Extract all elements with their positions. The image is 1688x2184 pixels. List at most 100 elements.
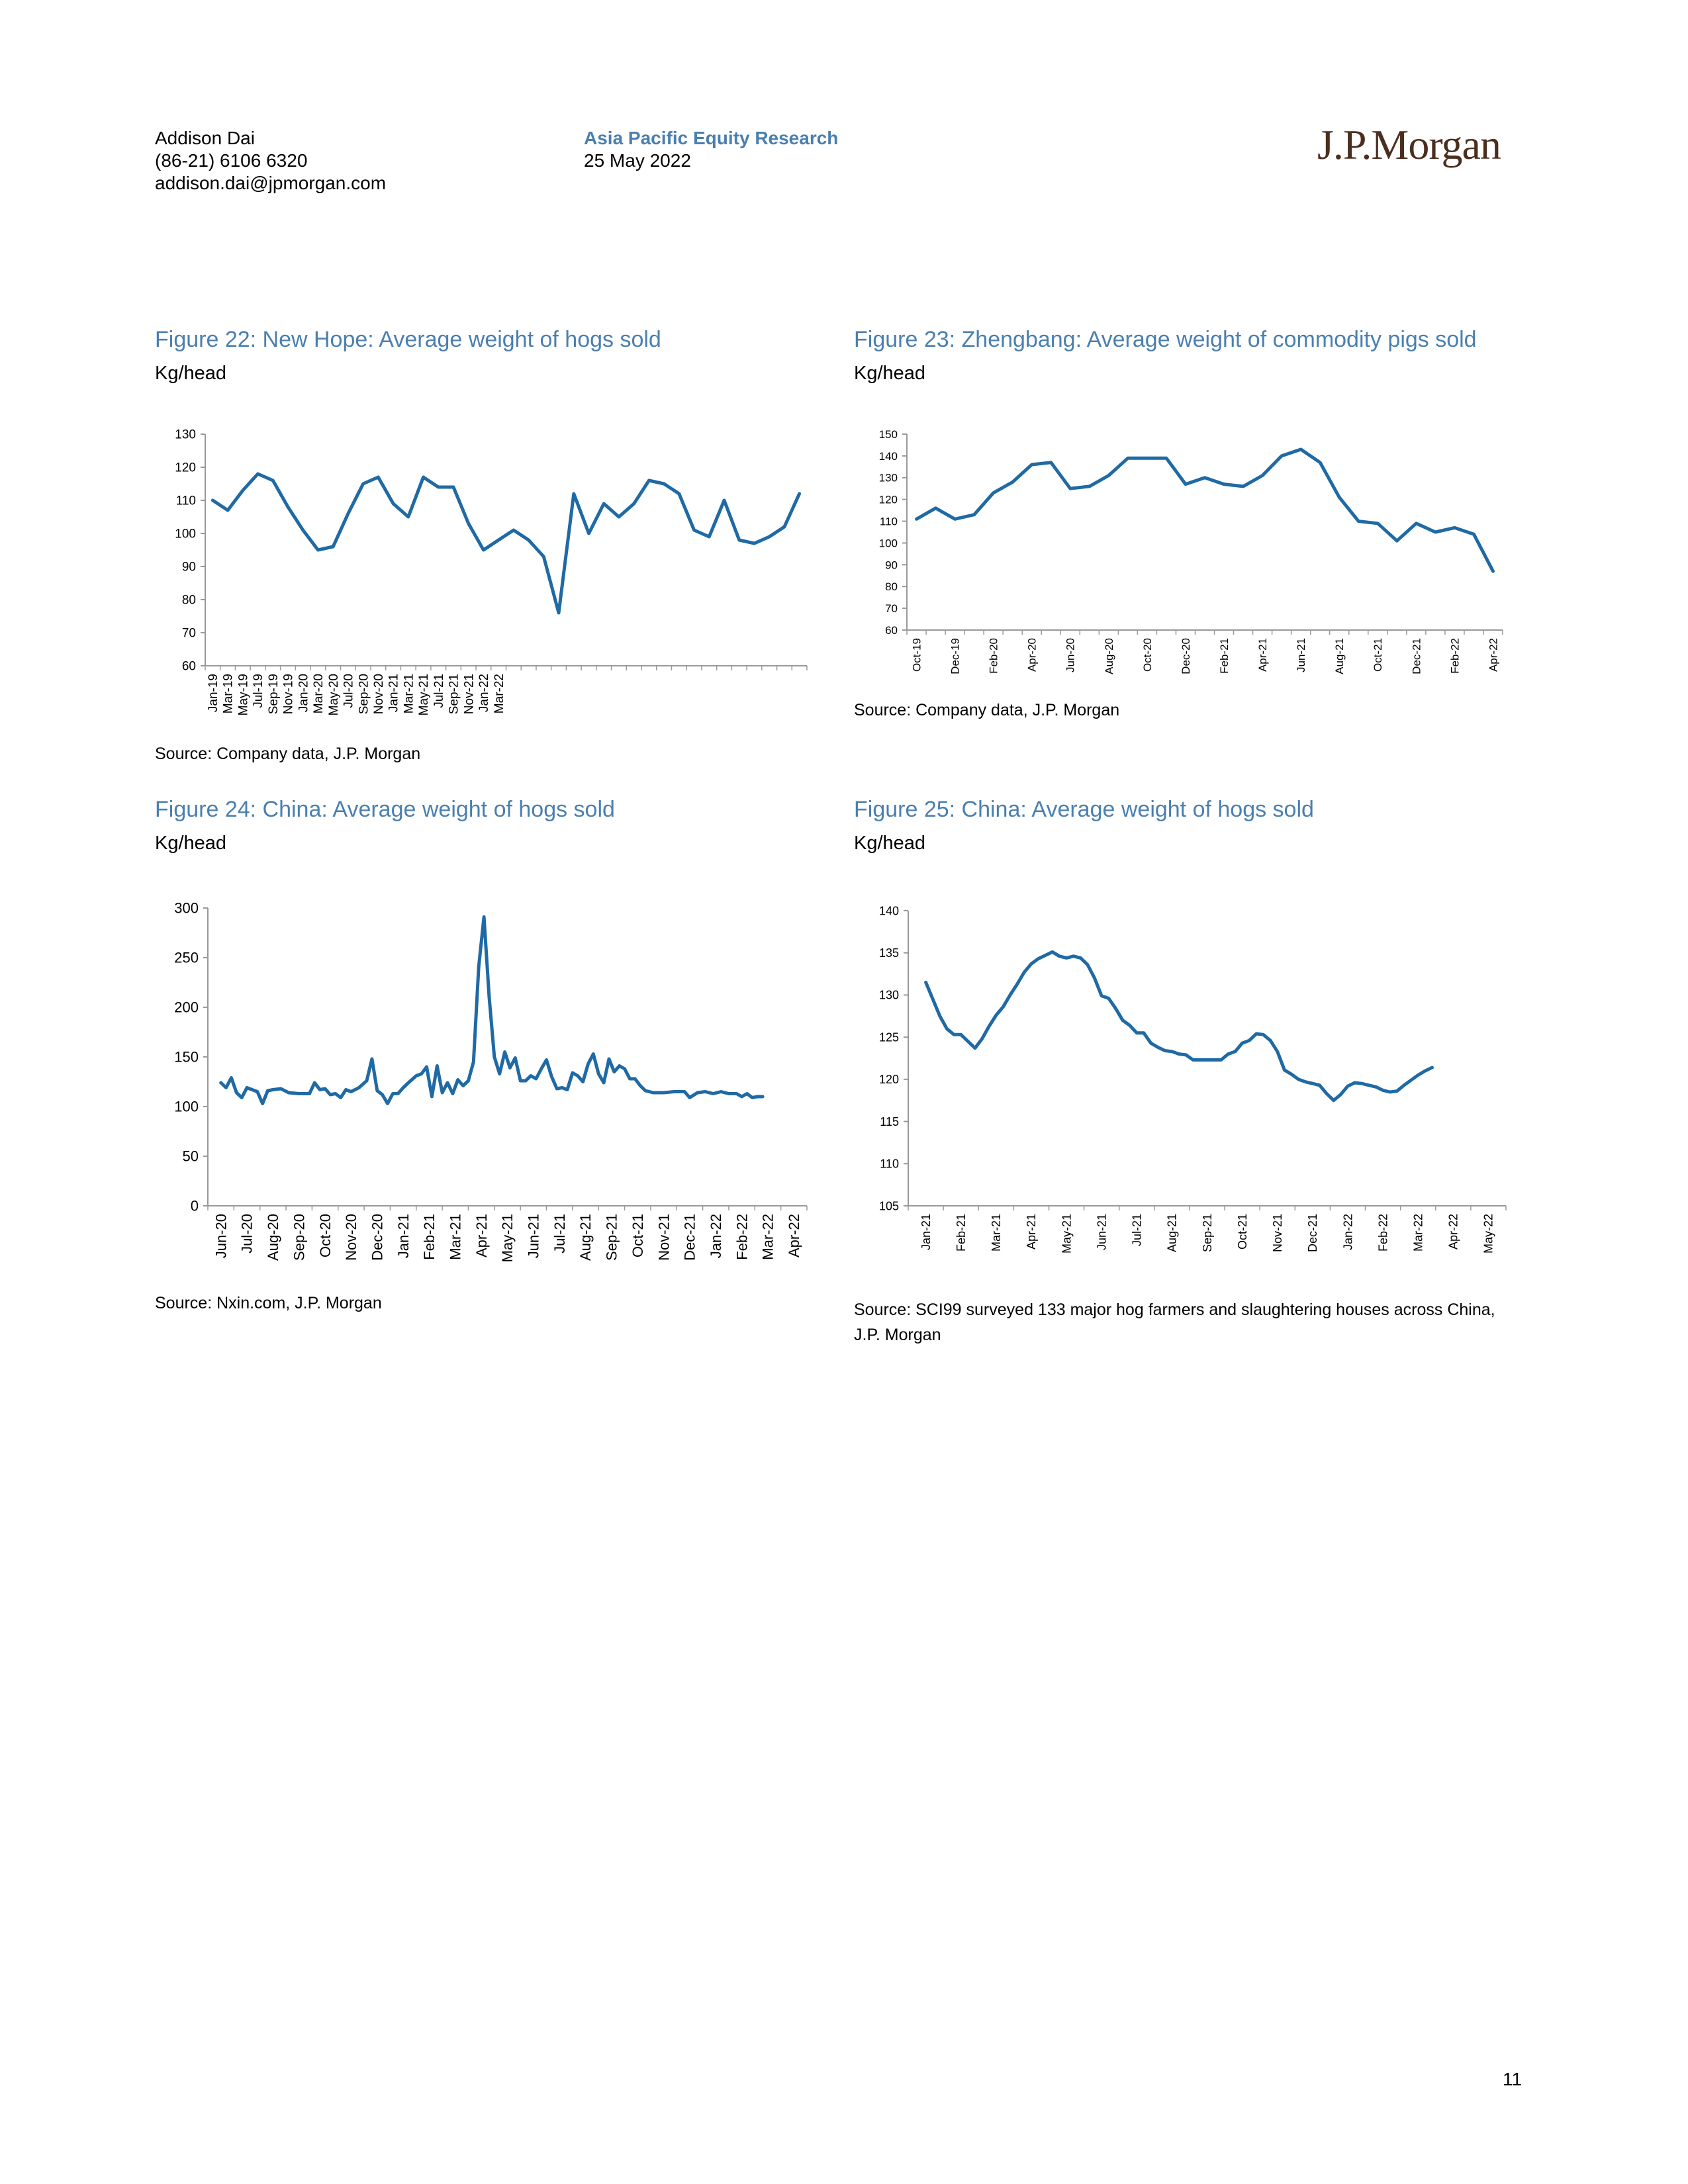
x-tick-label: Sep-21 bbox=[1201, 1214, 1214, 1252]
author-phone: (86-21) 6106 6320 bbox=[155, 150, 308, 171]
x-tick-label: Mar-22 bbox=[492, 674, 506, 713]
report-meta: Asia Pacific Equity Research 25 May 2022 bbox=[584, 127, 838, 172]
x-tick-label: Jul-21 bbox=[1131, 1214, 1144, 1246]
x-tick-label: Sep-19 bbox=[267, 674, 281, 714]
x-tick-label: Sep-21 bbox=[447, 674, 461, 714]
author-block: Addison Dai (86-21) 6106 6320 addison.da… bbox=[155, 127, 386, 195]
y-tick-label: 150 bbox=[879, 428, 898, 441]
x-tick-label: Apr-22 bbox=[786, 1214, 802, 1257]
x-tick-label: Oct-21 bbox=[1236, 1214, 1249, 1250]
x-tick-label: Apr-22 bbox=[1447, 1214, 1460, 1250]
y-tick-label: 120 bbox=[879, 1073, 899, 1086]
x-tick-label: Oct-19 bbox=[910, 638, 923, 672]
x-tick-label: Dec-20 bbox=[1180, 638, 1192, 674]
author-name: Addison Dai bbox=[155, 128, 255, 148]
x-tick-label: Aug-21 bbox=[1333, 638, 1346, 674]
figure-22-title: Figure 22: New Hope: Average weight of h… bbox=[155, 327, 661, 352]
series-line bbox=[219, 915, 765, 1105]
x-tick-label: Jan-21 bbox=[395, 1214, 412, 1258]
y-tick-label: 70 bbox=[885, 602, 898, 615]
x-tick-label: Jul-21 bbox=[432, 674, 446, 708]
y-tick-label: 0 bbox=[191, 1198, 199, 1214]
y-tick-label: 105 bbox=[879, 1199, 899, 1212]
x-tick-label: Apr-21 bbox=[1025, 1214, 1038, 1250]
y-tick-label: 120 bbox=[879, 494, 898, 506]
jpmorgan-logo: J.P.Morgan bbox=[1317, 121, 1501, 168]
y-tick-label: 90 bbox=[182, 561, 196, 574]
x-tick-label: Feb-21 bbox=[1218, 638, 1231, 674]
x-tick-label: May-21 bbox=[499, 1214, 516, 1262]
x-tick-label: Dec-21 bbox=[1306, 1214, 1319, 1252]
x-tick-label: Jan-19 bbox=[207, 674, 220, 712]
y-tick-label: 140 bbox=[879, 904, 899, 917]
y-tick-label: 110 bbox=[880, 516, 898, 528]
x-tick-label: Feb-22 bbox=[733, 1214, 750, 1260]
y-tick-label: 120 bbox=[175, 461, 196, 475]
x-tick-label: May-22 bbox=[1482, 1214, 1495, 1253]
figure-22-source: Source: Company data, J.P. Morgan bbox=[155, 745, 421, 763]
series-line bbox=[924, 950, 1434, 1103]
x-tick-label: Feb-22 bbox=[1448, 638, 1461, 674]
y-tick-label: 80 bbox=[182, 594, 196, 608]
series-line bbox=[211, 472, 802, 615]
x-tick-label: Jun-20 bbox=[1064, 638, 1077, 672]
x-tick-label: Apr-20 bbox=[1026, 638, 1039, 672]
x-tick-label: Mar-20 bbox=[312, 674, 326, 713]
x-tick-label: Feb-22 bbox=[1376, 1214, 1389, 1251]
x-tick-label: Feb-21 bbox=[421, 1214, 438, 1260]
page-number: 11 bbox=[1503, 2069, 1523, 2089]
y-tick-label: 60 bbox=[885, 624, 898, 637]
figure-23-chart: 60 70 80 90 100 110 120 130 140 150 Oct-19 Dec-19 Fe… bbox=[879, 428, 1503, 674]
x-tick-label: Jan-21 bbox=[387, 674, 401, 712]
y-tick-label: 250 bbox=[174, 950, 199, 966]
x-tick-label: Oct-20 bbox=[317, 1214, 334, 1257]
x-tick-label: Apr-21 bbox=[1256, 638, 1269, 672]
x-tick-label: Nov-19 bbox=[282, 674, 296, 714]
y-tick-label: 130 bbox=[879, 472, 898, 484]
x-tick-label: Jan-21 bbox=[919, 1214, 933, 1250]
x-tick-label: Apr-22 bbox=[1487, 638, 1499, 672]
x-tick-label: May-21 bbox=[417, 674, 431, 715]
x-tick-label: Nov-20 bbox=[372, 674, 386, 714]
figure-23-source: Source: Company data, J.P. Morgan bbox=[854, 701, 1120, 719]
x-tick-label: Mar-19 bbox=[222, 674, 236, 713]
x-tick-label: Aug-21 bbox=[1166, 1214, 1179, 1252]
y-tick-label: 130 bbox=[879, 989, 899, 1002]
author-email[interactable]: addison.dai@jpmorgan.com bbox=[155, 173, 387, 193]
figure-22-unit: Kg/head bbox=[155, 363, 227, 384]
figure-24-title: Figure 24: China: Average weight of hogs… bbox=[155, 797, 615, 822]
x-tick-label: Jun-21 bbox=[1295, 638, 1307, 672]
x-tick-label: Jul-21 bbox=[551, 1214, 568, 1253]
x-tick-label: Jul-20 bbox=[239, 1214, 256, 1253]
x-tick-label: Jul-20 bbox=[342, 674, 356, 708]
report-series: Asia Pacific Equity Research bbox=[584, 128, 839, 148]
x-tick-label: Dec-21 bbox=[1410, 638, 1423, 674]
y-tick-label: 80 bbox=[885, 580, 898, 593]
x-tick-label: Jul-19 bbox=[252, 674, 265, 708]
y-tick-label: 60 bbox=[182, 660, 196, 674]
figure-23-title: Figure 23: Zhengbang: Average weight of … bbox=[854, 327, 1477, 352]
y-tick-label: 110 bbox=[880, 1158, 899, 1171]
x-tick-label: Sep-20 bbox=[291, 1214, 307, 1261]
x-tick-label: May-20 bbox=[327, 674, 341, 715]
x-tick-label: Jan-22 bbox=[708, 1214, 724, 1258]
x-tick-label: Oct-21 bbox=[1372, 638, 1384, 672]
y-tick-label: 300 bbox=[174, 900, 199, 917]
y-tick-label: 135 bbox=[879, 946, 899, 960]
x-tick-label: Jan-22 bbox=[477, 674, 491, 712]
x-tick-label: May-19 bbox=[236, 674, 250, 715]
x-tick-label: Feb-21 bbox=[955, 1214, 968, 1251]
y-tick-label: 70 bbox=[182, 627, 196, 641]
y-tick-label: 150 bbox=[174, 1049, 199, 1066]
x-tick-label: May-21 bbox=[1060, 1214, 1073, 1253]
y-tick-label: 100 bbox=[175, 527, 196, 541]
x-tick-label: Nov-21 bbox=[655, 1214, 672, 1261]
x-tick-label: Jun-21 bbox=[1095, 1214, 1108, 1250]
figure-25-chart: 105 110 115 120 125 130 135 140 Jan-21 Feb-21 Mar-… bbox=[879, 904, 1507, 1253]
x-tick-label: Nov-20 bbox=[343, 1214, 359, 1261]
x-tick-label: Apr-21 bbox=[473, 1214, 490, 1257]
x-tick-label: Dec-20 bbox=[369, 1214, 385, 1261]
x-tick-label: Oct-21 bbox=[630, 1214, 646, 1257]
x-tick-label: Nov-21 bbox=[462, 674, 476, 714]
x-tick-label: Nov-21 bbox=[1271, 1214, 1284, 1252]
